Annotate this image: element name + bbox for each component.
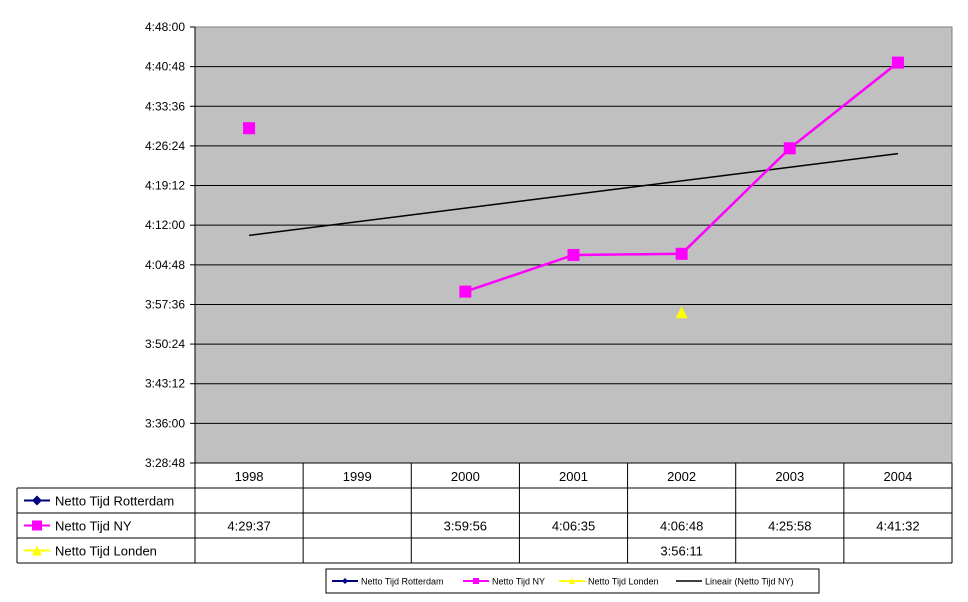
y-tick-label: 3:57:36 xyxy=(145,297,185,311)
x-category-label: 2002 xyxy=(667,469,696,484)
data-point xyxy=(891,56,904,69)
x-category-label: 1998 xyxy=(235,469,264,484)
table-legend-key-marker xyxy=(32,495,42,506)
x-category-label: 2000 xyxy=(451,469,480,484)
table-series-label: Netto Tijd Rotterdam xyxy=(55,494,174,509)
y-tick-label: 3:28:48 xyxy=(145,456,185,470)
legend-key-marker xyxy=(569,578,575,584)
series-netto-tijd-ny xyxy=(243,56,904,298)
y-tick-label: 4:40:48 xyxy=(145,60,185,74)
y-tick-label: 4:26:24 xyxy=(145,139,185,153)
legend-entry: Netto Tijd Londen xyxy=(588,577,659,587)
table-legend-key-marker xyxy=(32,545,42,556)
data-point xyxy=(675,247,688,260)
table-series-label: Netto Tijd Londen xyxy=(55,544,157,559)
legend-entry: Lineair (Netto Tijd NY) xyxy=(705,577,794,587)
data-point xyxy=(675,306,688,319)
legend-entry: Netto Tijd Rotterdam xyxy=(361,577,444,587)
plot-area xyxy=(194,26,953,464)
y-tick-label: 4:48:00 xyxy=(145,20,185,34)
legend-key-marker xyxy=(473,578,479,584)
y-tick-label: 4:33:36 xyxy=(145,99,185,113)
table-cell-value: 3:59:56 xyxy=(444,519,487,534)
y-tick-label: 4:19:12 xyxy=(145,179,185,193)
y-tick-label: 3:43:12 xyxy=(145,377,185,391)
data-point xyxy=(783,142,796,155)
legend-entry: Netto Tijd NY xyxy=(492,577,545,587)
table-cell-value: 4:41:32 xyxy=(876,519,919,534)
y-tick-label: 4:04:48 xyxy=(145,258,185,272)
table-cell-value: 4:06:35 xyxy=(552,519,595,534)
y-tick-label: 3:36:00 xyxy=(145,416,185,430)
x-category-label: 1999 xyxy=(343,469,372,484)
x-category-label: 2001 xyxy=(559,469,588,484)
table-series-label: Netto Tijd NY xyxy=(55,519,132,534)
x-category-label: 2004 xyxy=(883,469,912,484)
table-legend-key-marker xyxy=(32,520,42,531)
y-tick-label: 4:12:00 xyxy=(145,218,185,232)
y-tick-label: 3:50:24 xyxy=(145,337,185,351)
table-cell-value: 4:06:48 xyxy=(660,519,703,534)
table-cell-value: 4:29:37 xyxy=(227,519,270,534)
series-netto-tijd-londen xyxy=(675,306,688,319)
x-category-label: 2003 xyxy=(775,469,804,484)
table-cell-value: 4:25:58 xyxy=(768,519,811,534)
legend-key-marker xyxy=(342,578,348,584)
data-point xyxy=(459,285,472,298)
data-point xyxy=(567,249,580,262)
trendline xyxy=(248,152,899,237)
data-point xyxy=(243,122,256,135)
table-cell-value: 3:56:11 xyxy=(660,544,702,559)
